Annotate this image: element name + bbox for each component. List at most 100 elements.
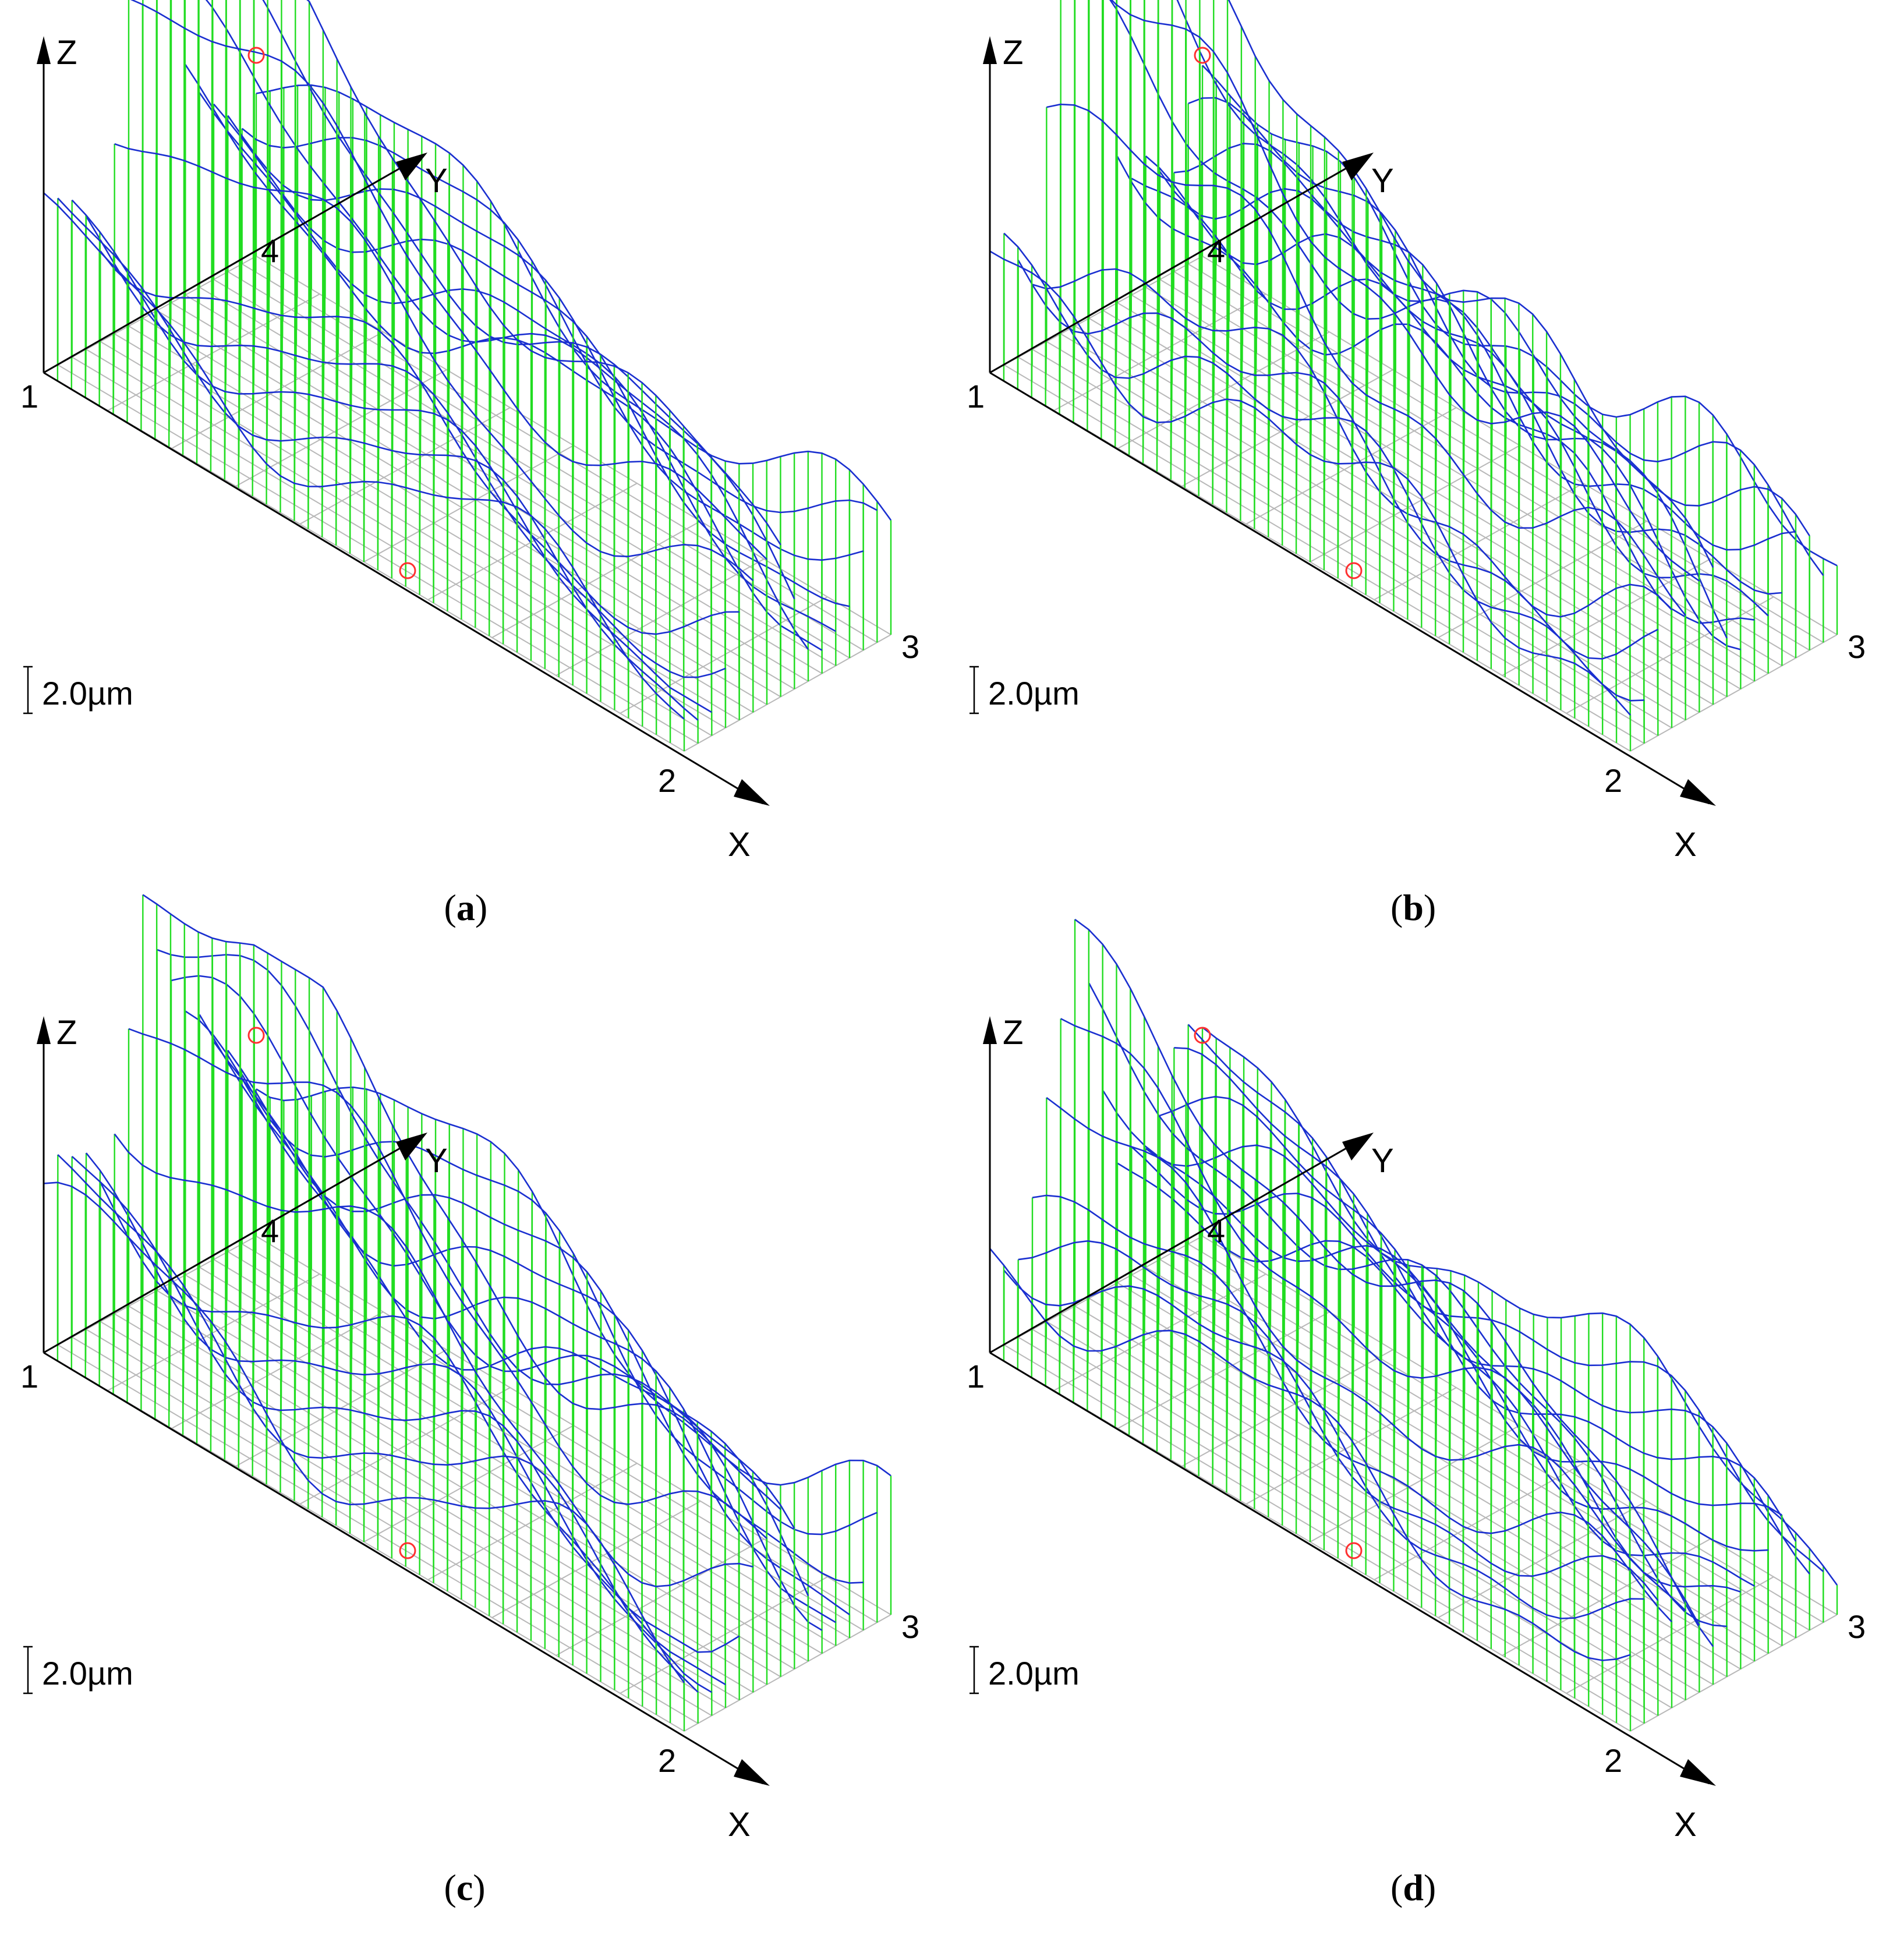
grid-line-y	[1630, 634, 1838, 752]
corner-label-3: 3	[901, 628, 919, 665]
x-axis-arrow-icon	[734, 779, 770, 806]
profile-group	[989, 918, 1838, 1731]
grid-line-y	[555, 1538, 765, 1656]
z-axis-arrow-icon	[37, 1016, 51, 1044]
profile-row	[43, 1181, 685, 1731]
profile-line	[130, 0, 767, 560]
profile-line	[1202, 65, 1838, 567]
grid-line-y	[1566, 1576, 1774, 1694]
profile-row	[989, 250, 1632, 751]
profile-line	[114, 143, 754, 581]
grid-line-y	[1502, 1538, 1711, 1656]
panel-caption-letter: c	[457, 1867, 473, 1908]
x-axis	[989, 372, 1710, 805]
scale-label: 2.0µm	[42, 675, 133, 712]
z-axis-arrow-icon	[37, 36, 51, 64]
profile-line	[1060, 1018, 1700, 1626]
y-axis-arrow-icon	[396, 153, 427, 181]
y-axis	[989, 156, 1366, 374]
z-axis-label: Z	[56, 1014, 77, 1052]
profile-group	[43, 0, 892, 751]
corner-label-1: 1	[20, 378, 38, 415]
scale-label: 2.0µm	[988, 1655, 1080, 1692]
grid-line-y	[363, 1425, 574, 1542]
axes	[983, 36, 1716, 806]
profile-line	[306, 0, 781, 546]
axes	[37, 36, 770, 806]
profile-line	[43, 192, 685, 720]
panel-a: Z X Y 1 2 3 4 2.0µm (a)	[20, 0, 919, 928]
profile-line	[43, 1181, 685, 1683]
scale-label: 2.0µm	[42, 1655, 133, 1692]
profile-line	[57, 197, 699, 721]
grid-line-y	[1310, 1425, 1520, 1542]
y-axis-arrow-icon	[1342, 153, 1374, 181]
corner-label-1: 1	[967, 1358, 985, 1395]
grid-line-y	[1117, 1311, 1330, 1429]
profile-group	[43, 894, 892, 1731]
marker-circle-icon	[1194, 47, 1211, 64]
profile-line	[1074, 918, 1714, 1647]
x-axis-arrow-icon	[734, 1759, 770, 1786]
marker-circle-icon	[399, 1542, 416, 1559]
grid-line-y	[1374, 1463, 1584, 1580]
grid-line-y	[1117, 331, 1330, 449]
scale-label: 2.0µm	[988, 675, 1080, 712]
y-axis-label: Y	[1371, 1142, 1394, 1180]
panel-caption: (b)	[1390, 887, 1436, 928]
grid-line-y	[1053, 293, 1266, 411]
x-axis-label: X	[1674, 1806, 1697, 1844]
marker-circle-icon	[1345, 562, 1363, 579]
x-axis-arrow-icon	[1680, 779, 1716, 806]
x-axis	[43, 1352, 763, 1785]
grid-line-y	[427, 483, 638, 600]
profile-line	[199, 92, 836, 632]
x-axis-label: X	[1674, 826, 1697, 864]
corner-label-2: 2	[658, 1742, 676, 1779]
grid-line-y	[1053, 1273, 1266, 1391]
grid-line-y	[1630, 1614, 1838, 1732]
profile-line	[1187, 1024, 1824, 1572]
panel-c: Z X Y 1 2 3 4 2.0µm (c)	[20, 894, 919, 1908]
y-axis	[43, 1136, 420, 1354]
profile-line	[71, 199, 712, 713]
corner-label-3: 3	[901, 1608, 919, 1645]
grid-line-y	[363, 445, 574, 562]
corner-label-4: 4	[261, 232, 279, 269]
profile-line	[227, 1050, 864, 1584]
corner-label-4: 4	[261, 1212, 279, 1249]
grid-line-y	[555, 558, 765, 676]
panel-caption-letter: b	[1403, 887, 1424, 928]
axes	[37, 1016, 770, 1786]
panel-d: Z X Y 1 2 3 4 2.0µm (d)	[967, 918, 1866, 1908]
panel-caption: (c)	[444, 1867, 486, 1908]
grid-line-y	[107, 1273, 320, 1391]
grid-line-y	[620, 596, 828, 714]
y-axis-label: Y	[425, 162, 448, 200]
marker-circle-icon	[1345, 1542, 1363, 1559]
profile-group	[989, 0, 1838, 751]
profile-line	[71, 1155, 712, 1693]
profile-line	[142, 894, 781, 1510]
marker-circle-icon	[1194, 1027, 1211, 1044]
x-axis-label: X	[728, 826, 751, 864]
profile-line	[57, 1154, 699, 1693]
grid-line-y	[1438, 521, 1647, 638]
profile-line	[1017, 260, 1658, 660]
corner-label-1: 1	[967, 378, 985, 415]
grid-line-y	[1566, 596, 1774, 714]
x-axis	[989, 1352, 1710, 1785]
corner-label-3: 3	[1848, 1608, 1866, 1645]
marker-circle-icon	[247, 1027, 265, 1044]
grid-line-y	[1374, 483, 1584, 600]
y-axis	[43, 156, 420, 374]
z-axis-arrow-icon	[983, 1016, 997, 1044]
grid-line-y	[491, 1501, 701, 1618]
grid-line-y	[171, 331, 384, 449]
y-axis-label: Y	[1371, 162, 1394, 200]
grid-line-y	[684, 634, 891, 752]
profile-line	[85, 215, 726, 678]
panel-b: Z X Y 1 2 3 4 2.0µm (b)	[967, 0, 1866, 928]
profile-line	[213, 103, 850, 607]
grid-line-y	[684, 1614, 891, 1732]
